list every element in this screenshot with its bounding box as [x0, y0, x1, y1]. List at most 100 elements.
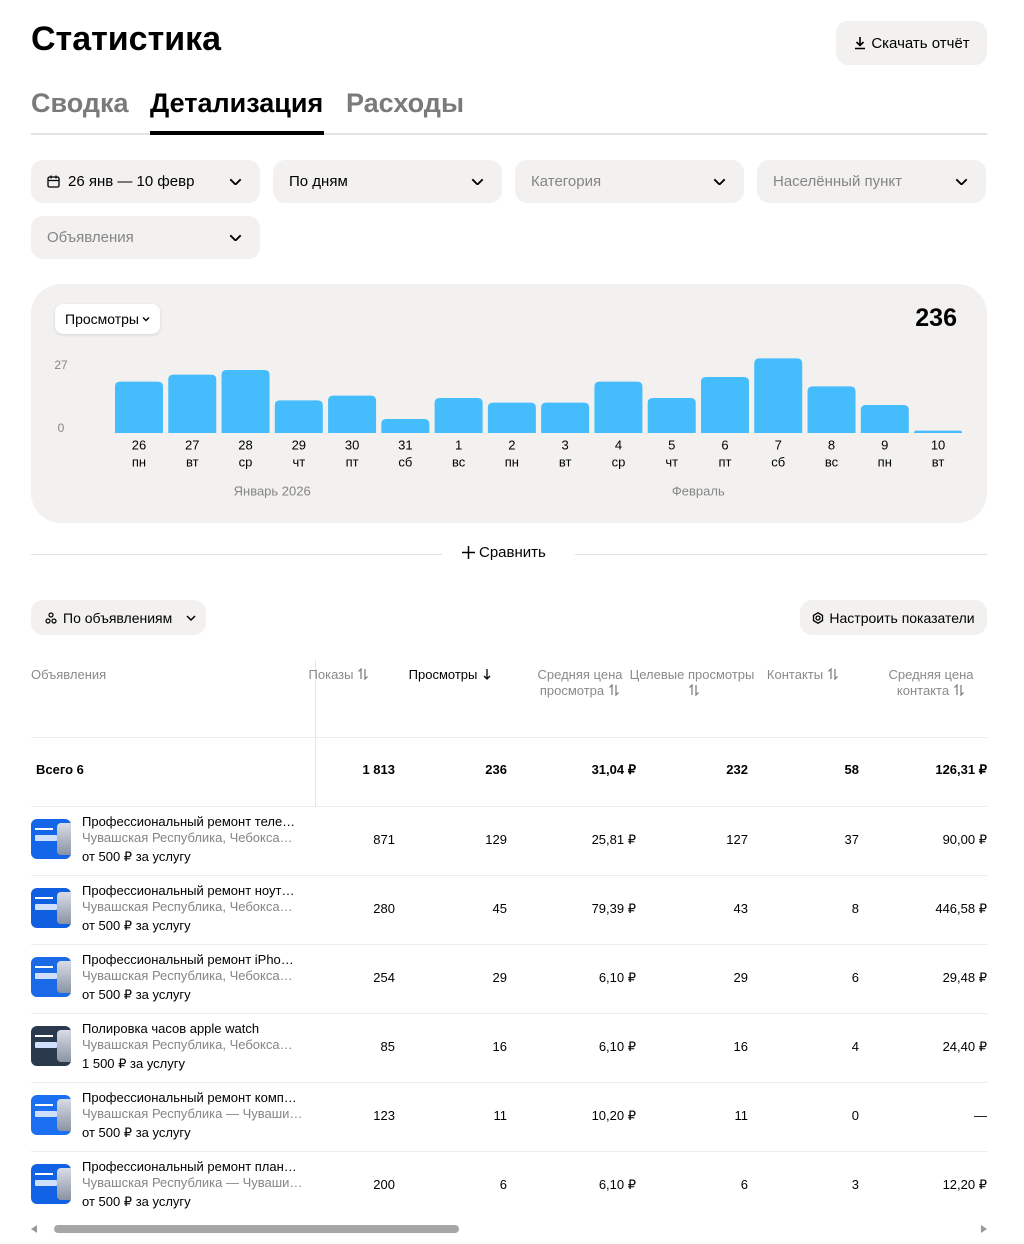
thumbnail-detail [57, 892, 71, 924]
thumbnail-detail [35, 897, 53, 899]
divider [31, 554, 442, 555]
filter-select[interactable]: Населённый пункт [757, 160, 986, 203]
bar [541, 402, 590, 433]
tab-underline [150, 131, 324, 135]
listing-title: Профессиональный ремонт теле… [82, 814, 296, 829]
row-line [31, 806, 987, 807]
listing-title: Профессиональный ремонт ноут… [82, 883, 295, 898]
table-header[interactable]: Просмотры [387, 667, 515, 683]
table-header[interactable]: Средняя цена контакта [867, 667, 995, 699]
table-header[interactable]: Показы [275, 667, 403, 683]
chevron [229, 234, 242, 242]
scrollbar-track [31, 1225, 987, 1233]
download-button[interactable]: Скачать отчёт [836, 21, 987, 65]
icon-part [358, 667, 369, 681]
tab[interactable]: Расходы [346, 88, 465, 118]
listing-title: Полировка часов apple watch [82, 1021, 260, 1036]
listing-location: Чувашская Республика — Чуваши… [82, 1175, 303, 1190]
sort-icon [609, 683, 620, 697]
bar [860, 405, 909, 433]
table-cell: 6,10 ₽ [598, 1177, 636, 1192]
filter-label: Населённый пункт [773, 173, 903, 190]
bar [168, 374, 217, 433]
x-tick-label: 10 [931, 437, 945, 452]
x-tick-sublabel: пт [718, 454, 731, 469]
x-tick-sublabel: чт [665, 454, 678, 469]
table-cell: 6 [851, 970, 859, 985]
x-tick-sublabel: вс [825, 454, 839, 469]
table-header-label: Средняя цена просмотра [537, 667, 623, 698]
x-tick-sublabel: чт [292, 454, 305, 469]
table-cell: 123 [373, 1108, 395, 1123]
plus-icon [462, 546, 475, 559]
metric-select[interactable]: Просмотры [55, 304, 160, 334]
table-header-label: Целевые просмотры [629, 667, 755, 682]
thumbnail [31, 957, 71, 997]
page-title: Статистика [31, 20, 222, 58]
x-tick-sublabel: вт [932, 454, 945, 469]
row-line [31, 1082, 987, 1083]
thumbnail [31, 888, 71, 928]
x-tick-label: 30 [345, 437, 359, 452]
grouping-label: По объявлениям [63, 609, 173, 626]
table-header[interactable]: Средняя цена просмотра [516, 667, 644, 699]
table-cell: 43 [733, 901, 748, 916]
x-tick-label: 4 [615, 437, 622, 452]
month-label: Январь 2026 [234, 483, 311, 498]
icon-part [609, 683, 620, 697]
table-cell: 0 [851, 1108, 859, 1123]
filter-select[interactable]: Категория [515, 160, 744, 203]
total-cell: 126,31 ₽ [935, 762, 987, 777]
table-cell: 6 [499, 1177, 507, 1192]
filter-select[interactable]: 26 янв — 10 февр [31, 160, 260, 203]
download-icon [855, 37, 866, 50]
divider [575, 554, 987, 555]
icon-part [828, 667, 839, 681]
y-tick-label: 0 [58, 421, 65, 435]
filter-select[interactable]: Объявления [31, 216, 260, 259]
table-cell: 446,58 ₽ [935, 901, 987, 916]
scrollbar[interactable] [31, 1222, 987, 1234]
tab[interactable]: Сводка [31, 88, 129, 118]
bar [434, 398, 483, 433]
total-cell: 236 [485, 762, 507, 777]
listing-location: Чувашская Республика, Чебокса… [82, 899, 293, 914]
configure-button[interactable]: Настроить показатели [800, 600, 987, 635]
table-cell: — [974, 1108, 987, 1123]
filter-label: 26 янв — 10 февр [68, 173, 195, 190]
table-cell: 16 [492, 1039, 507, 1054]
thumbnail-detail [57, 961, 71, 993]
total-cell: 232 [726, 762, 748, 777]
bar [221, 370, 270, 433]
table-cell: 8 [851, 901, 859, 916]
x-tick-sublabel: сб [771, 454, 785, 469]
table-cell: 6,10 ₽ [598, 1039, 636, 1054]
table-cell: 12,20 ₽ [942, 1177, 987, 1192]
bar [274, 400, 323, 433]
sort-icon [689, 683, 699, 697]
bar [807, 386, 856, 433]
compare-button[interactable]: Сравнить [462, 544, 546, 561]
chart-total: 236 [915, 304, 957, 332]
sort-icon [828, 667, 839, 681]
icon-part [483, 669, 491, 680]
filter-select[interactable]: По дням [273, 160, 502, 203]
x-tick-label: 26 [132, 437, 146, 452]
listing-price: 1 500 ₽ за услугу [82, 1056, 186, 1071]
thumbnail-detail [35, 1111, 57, 1117]
table-cell: 6,10 ₽ [598, 970, 636, 985]
table-cell: 10,20 ₽ [591, 1108, 636, 1123]
table-header[interactable]: Контакты [739, 667, 867, 683]
table-cell: 129 [485, 832, 507, 847]
sort-desc-icon [483, 669, 491, 680]
x-tick-label: 2 [508, 437, 515, 452]
listing-price: от 500 ₽ за услугу [82, 1194, 191, 1209]
x-tick-sublabel: пн [505, 454, 519, 469]
table-header[interactable]: Целевые просмотры [628, 667, 756, 699]
table-header-label: Средняя цена контакта [888, 667, 974, 698]
tab[interactable]: Детализация [150, 88, 324, 118]
icon-part [954, 683, 965, 697]
grouping-select[interactable]: По объявлениям [31, 600, 206, 635]
table-cell: 11 [493, 1108, 508, 1123]
